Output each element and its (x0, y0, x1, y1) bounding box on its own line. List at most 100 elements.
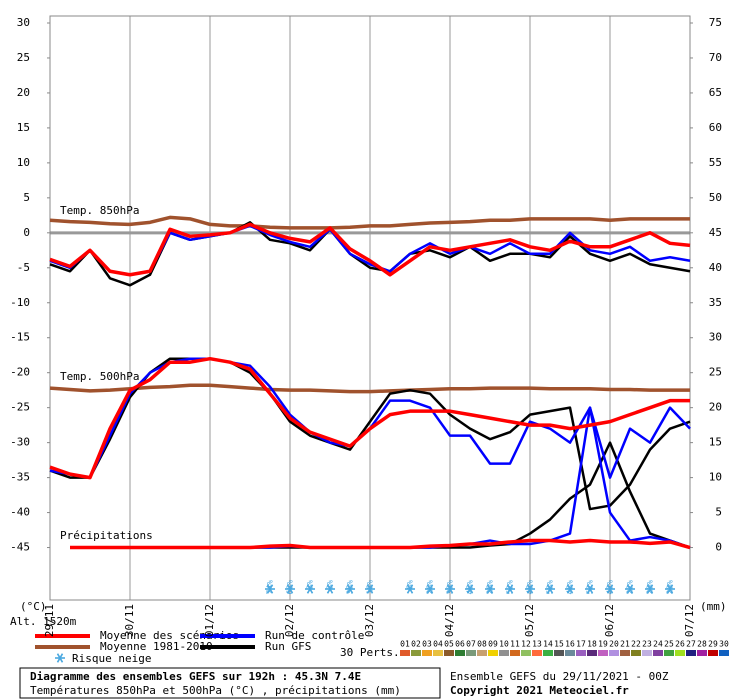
snowflake-icon (465, 584, 475, 594)
snow-label: 39% (446, 580, 455, 595)
snowflake-icon (645, 584, 655, 594)
snowflake-icon (445, 584, 455, 594)
y-tick-label: -30 (10, 436, 30, 449)
snowflake-icon (425, 584, 435, 594)
legend-swatch (488, 650, 498, 656)
y2-tick-label: 15 (709, 436, 722, 449)
y-tick-label: 20 (17, 86, 30, 99)
snowflake-ray (486, 584, 494, 594)
x-tick-label: 02/12 (283, 604, 296, 637)
legend-label: 12 (521, 640, 531, 649)
legend-swatch (422, 650, 432, 656)
line (49, 356, 690, 480)
snowflake-icon (565, 584, 575, 594)
y-tick-label: -5 (17, 261, 30, 274)
legend-swatch (653, 650, 663, 656)
legend-label: 01 (400, 640, 410, 649)
y-tick-label: 0 (23, 226, 30, 239)
legend-swatch (543, 650, 553, 656)
legend-label: 07 (466, 640, 476, 649)
snowflake-icon (285, 584, 295, 594)
legend-label: 05 (444, 640, 454, 649)
legend-label: 29 (708, 640, 718, 649)
legend-label: 06 (455, 640, 465, 649)
x-tick-label: 06/12 (603, 604, 616, 637)
y-tick-label: 15 (17, 121, 30, 134)
snow-label: 52% (586, 580, 595, 595)
legend-swatch (686, 650, 696, 656)
y2-tick-label: 30 (709, 331, 722, 344)
legend-label: 13 (532, 640, 542, 649)
legend-label: 30 (719, 640, 729, 649)
snow-label: 58% (546, 580, 555, 595)
snowflake-ray (566, 584, 574, 594)
snowflake-ray (586, 584, 594, 594)
snow-label: 74% (266, 580, 275, 595)
legend-label: 16 (565, 640, 575, 649)
legend-swatch (444, 650, 454, 656)
y2-tick-label: 20 (709, 401, 722, 414)
legend-swatch (411, 650, 421, 656)
snowflake-icon (585, 584, 595, 594)
snowflake-icon (505, 584, 515, 594)
snow-label: 45% (466, 580, 475, 595)
snow-label: 26% (486, 580, 495, 595)
legend-swatch (554, 650, 564, 656)
legend-swatch (532, 650, 542, 656)
legend-label: 14 (543, 640, 553, 649)
legend-swatch (499, 650, 509, 656)
snowflake-ray (306, 584, 314, 594)
snowflake-ray (286, 584, 294, 594)
y-axis-label: (°C) (20, 600, 47, 613)
y-tick-label: -40 (10, 506, 30, 519)
line (70, 538, 691, 550)
altitude: Alt. 1520m (10, 615, 77, 628)
snowflake-ray (506, 584, 514, 594)
legend-label: 10 (499, 640, 509, 649)
snowflake-ray (646, 584, 654, 594)
y2-tick-label: 0 (715, 541, 722, 554)
legend-swatch (510, 650, 520, 656)
snow-label: 6% (406, 580, 415, 590)
y2-tick-label: 45 (709, 226, 722, 239)
snowflake-ray (426, 584, 434, 594)
legend-label: 21 (620, 640, 630, 649)
legend-label: 24 (653, 640, 663, 649)
snowflake-icon (365, 584, 375, 594)
y2-tick-label: 5 (715, 506, 722, 519)
legend-label: 23 (642, 640, 652, 649)
snowflake-ray (666, 584, 674, 594)
legend-label: 03 (422, 640, 432, 649)
legend-label: 08 (477, 640, 487, 649)
y2-tick-label: 70 (709, 51, 722, 64)
legend-label: 04 (433, 640, 443, 649)
snowflake-ray (446, 584, 454, 594)
legend-label: 17 (576, 640, 586, 649)
legend-label: 18 (587, 640, 597, 649)
x-tick-label: 29/11 (43, 604, 56, 637)
snow-label: 68% (286, 580, 295, 595)
x-tick-label: 04/12 (443, 604, 456, 637)
y-tick-label: -15 (10, 331, 30, 344)
line (49, 383, 690, 394)
legend-label: 02 (411, 640, 421, 649)
x-tick-label: 07/12 (683, 604, 696, 637)
legend-label: Run GFS (265, 640, 311, 653)
legend-swatch (521, 650, 531, 656)
snowflake-ray (606, 584, 614, 594)
y2-tick-label: 65 (709, 86, 722, 99)
legend-swatch (455, 650, 465, 656)
snow-label: 29% (646, 580, 655, 595)
y-tick-label: -25 (10, 401, 30, 414)
snowflake-ray (406, 584, 414, 594)
footer-box (19, 667, 441, 699)
y2-tick-label: 75 (709, 16, 722, 29)
legend-swatch (664, 650, 674, 656)
snow-label: 3% (306, 580, 315, 590)
legend-swatch (620, 650, 630, 656)
snow-label: 22% (626, 580, 635, 595)
footer-subtitle: Températures 850hPa et 500hPa (°C) , pré… (30, 684, 401, 697)
legend-swatch (565, 650, 575, 656)
snowflake-ray (326, 584, 334, 594)
